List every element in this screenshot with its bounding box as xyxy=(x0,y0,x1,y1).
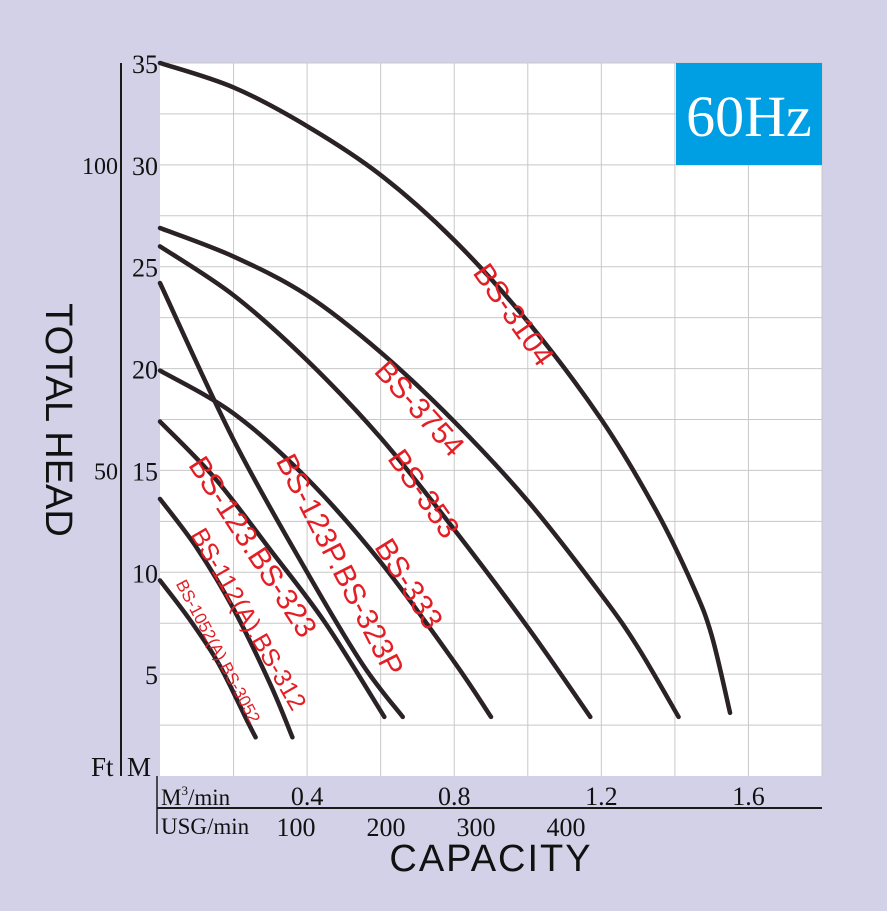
curves xyxy=(157,60,733,740)
y-tick-label: 35 xyxy=(132,50,158,79)
frequency-badge-label: 60Hz xyxy=(686,84,812,149)
curve-bs-3104 xyxy=(157,60,733,716)
x2-tick-label: 300 xyxy=(457,813,496,842)
x-units-superscript: 3 xyxy=(181,783,188,798)
y2-tick-label: 100 xyxy=(82,154,118,180)
y2-units-ft-label: Ft xyxy=(91,752,114,782)
x-units-m3-label: M3/min xyxy=(161,783,231,810)
x-units-base: M xyxy=(161,785,181,810)
x2-tick-label: 100 xyxy=(277,813,316,842)
x2-tick-label: 200 xyxy=(367,813,406,842)
y-tick-label: 25 xyxy=(132,254,158,283)
y-axis-title: TOTAL HEAD xyxy=(37,303,79,537)
x-units-rest: /min xyxy=(188,785,231,810)
axes xyxy=(120,63,822,834)
curve-bs-123-bs-323 xyxy=(157,419,387,720)
x-axis-title: CAPACITY xyxy=(389,838,592,880)
x-tick-label: 0.4 xyxy=(291,782,324,811)
y-tick-label: 20 xyxy=(132,356,158,385)
x-tick-label: 1.2 xyxy=(585,782,618,811)
x2-tick-label: 400 xyxy=(547,813,586,842)
curve-bs-112-a-bs-312 xyxy=(157,496,295,740)
curve-bs-353 xyxy=(157,244,593,720)
x-tick-label: 1.6 xyxy=(732,782,765,811)
y-tick-label: 10 xyxy=(132,559,158,588)
curve-bs-3754 xyxy=(157,225,681,720)
frequency-badge xyxy=(676,63,822,165)
y-tick-label: 15 xyxy=(132,457,158,486)
curve-bs-123p-bs-323p xyxy=(157,280,405,720)
curve-bs-1052-a-bs-3052 xyxy=(157,578,258,740)
x-tick-label: 0.8 xyxy=(438,782,471,811)
y2-tick-label: 50 xyxy=(94,459,118,485)
x2-units-usg-label: USG/min xyxy=(161,814,250,839)
y-units-m-label: M xyxy=(127,752,151,782)
y-tick-label: 30 xyxy=(132,152,158,181)
y-tick-label: 5 xyxy=(145,661,158,690)
curve-bs-333 xyxy=(157,368,494,720)
